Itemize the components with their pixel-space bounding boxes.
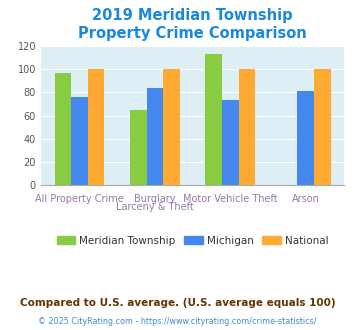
Legend: Meridian Township, Michigan, National: Meridian Township, Michigan, National (52, 232, 333, 250)
Text: Larceny & Theft: Larceny & Theft (116, 202, 194, 212)
Text: Compared to U.S. average. (U.S. average equals 100): Compared to U.S. average. (U.S. average … (20, 298, 335, 308)
Bar (314, 69, 331, 185)
Text: All Property Crime: All Property Crime (35, 194, 124, 204)
Text: © 2025 CityRating.com - https://www.cityrating.com/crime-statistics/: © 2025 CityRating.com - https://www.city… (38, 317, 317, 326)
Bar (147, 88, 163, 185)
Bar (88, 69, 104, 185)
Bar (222, 100, 239, 185)
Text: Burglary: Burglary (134, 194, 176, 204)
Bar (71, 97, 88, 185)
Title: 2019 Meridian Township
Property Crime Comparison: 2019 Meridian Township Property Crime Co… (78, 9, 307, 41)
Bar (130, 110, 147, 185)
Bar (206, 54, 222, 185)
Text: Motor Vehicle Theft: Motor Vehicle Theft (183, 194, 278, 204)
Bar (239, 69, 255, 185)
Bar (55, 73, 71, 185)
Bar (163, 69, 180, 185)
Bar (297, 91, 314, 185)
Text: Arson: Arson (292, 194, 320, 204)
